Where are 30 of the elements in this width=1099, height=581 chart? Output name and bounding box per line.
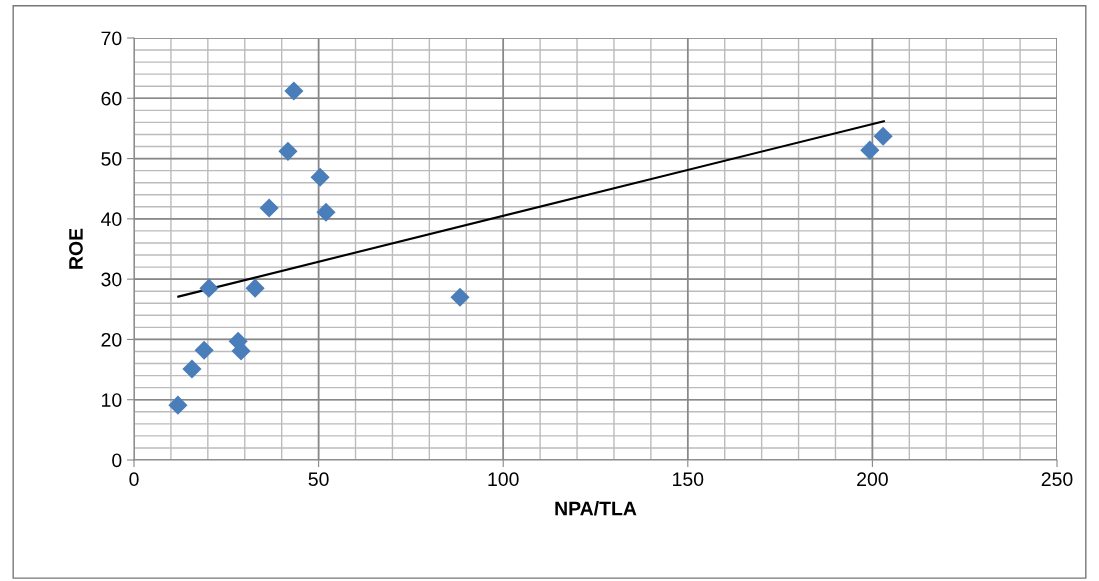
x-axis-title: NPA/TLA	[555, 501, 637, 516]
point	[194, 340, 214, 360]
point	[860, 140, 880, 160]
y-tick-label: 30	[101, 272, 122, 287]
x-tick-label: 100	[488, 472, 519, 487]
point	[199, 278, 219, 298]
x-tick-label: 50	[308, 472, 329, 487]
point	[259, 198, 279, 218]
y-tick-label: 60	[101, 91, 122, 106]
y-tick-label: 50	[101, 152, 122, 166]
x-tick-label: 250	[1041, 472, 1073, 487]
x-tick-label: 150	[673, 472, 704, 487]
point	[284, 81, 304, 101]
point	[231, 341, 251, 361]
point	[168, 395, 188, 415]
x-tick-label: 200	[857, 472, 888, 487]
x-tick-label: 0	[129, 472, 139, 487]
point	[182, 359, 202, 379]
point	[245, 278, 265, 298]
y-tick-label: 70	[101, 31, 122, 46]
point	[316, 202, 336, 222]
y-tick-label: 0	[112, 453, 122, 468]
y-tick-label: 10	[102, 393, 122, 407]
y-tick-label: 40	[101, 212, 122, 227]
point	[450, 287, 470, 307]
y-tick-label: 20	[101, 332, 122, 347]
point	[873, 126, 893, 146]
point	[310, 167, 330, 187]
point	[278, 141, 298, 161]
y-axis-title: ROE	[69, 228, 83, 269]
